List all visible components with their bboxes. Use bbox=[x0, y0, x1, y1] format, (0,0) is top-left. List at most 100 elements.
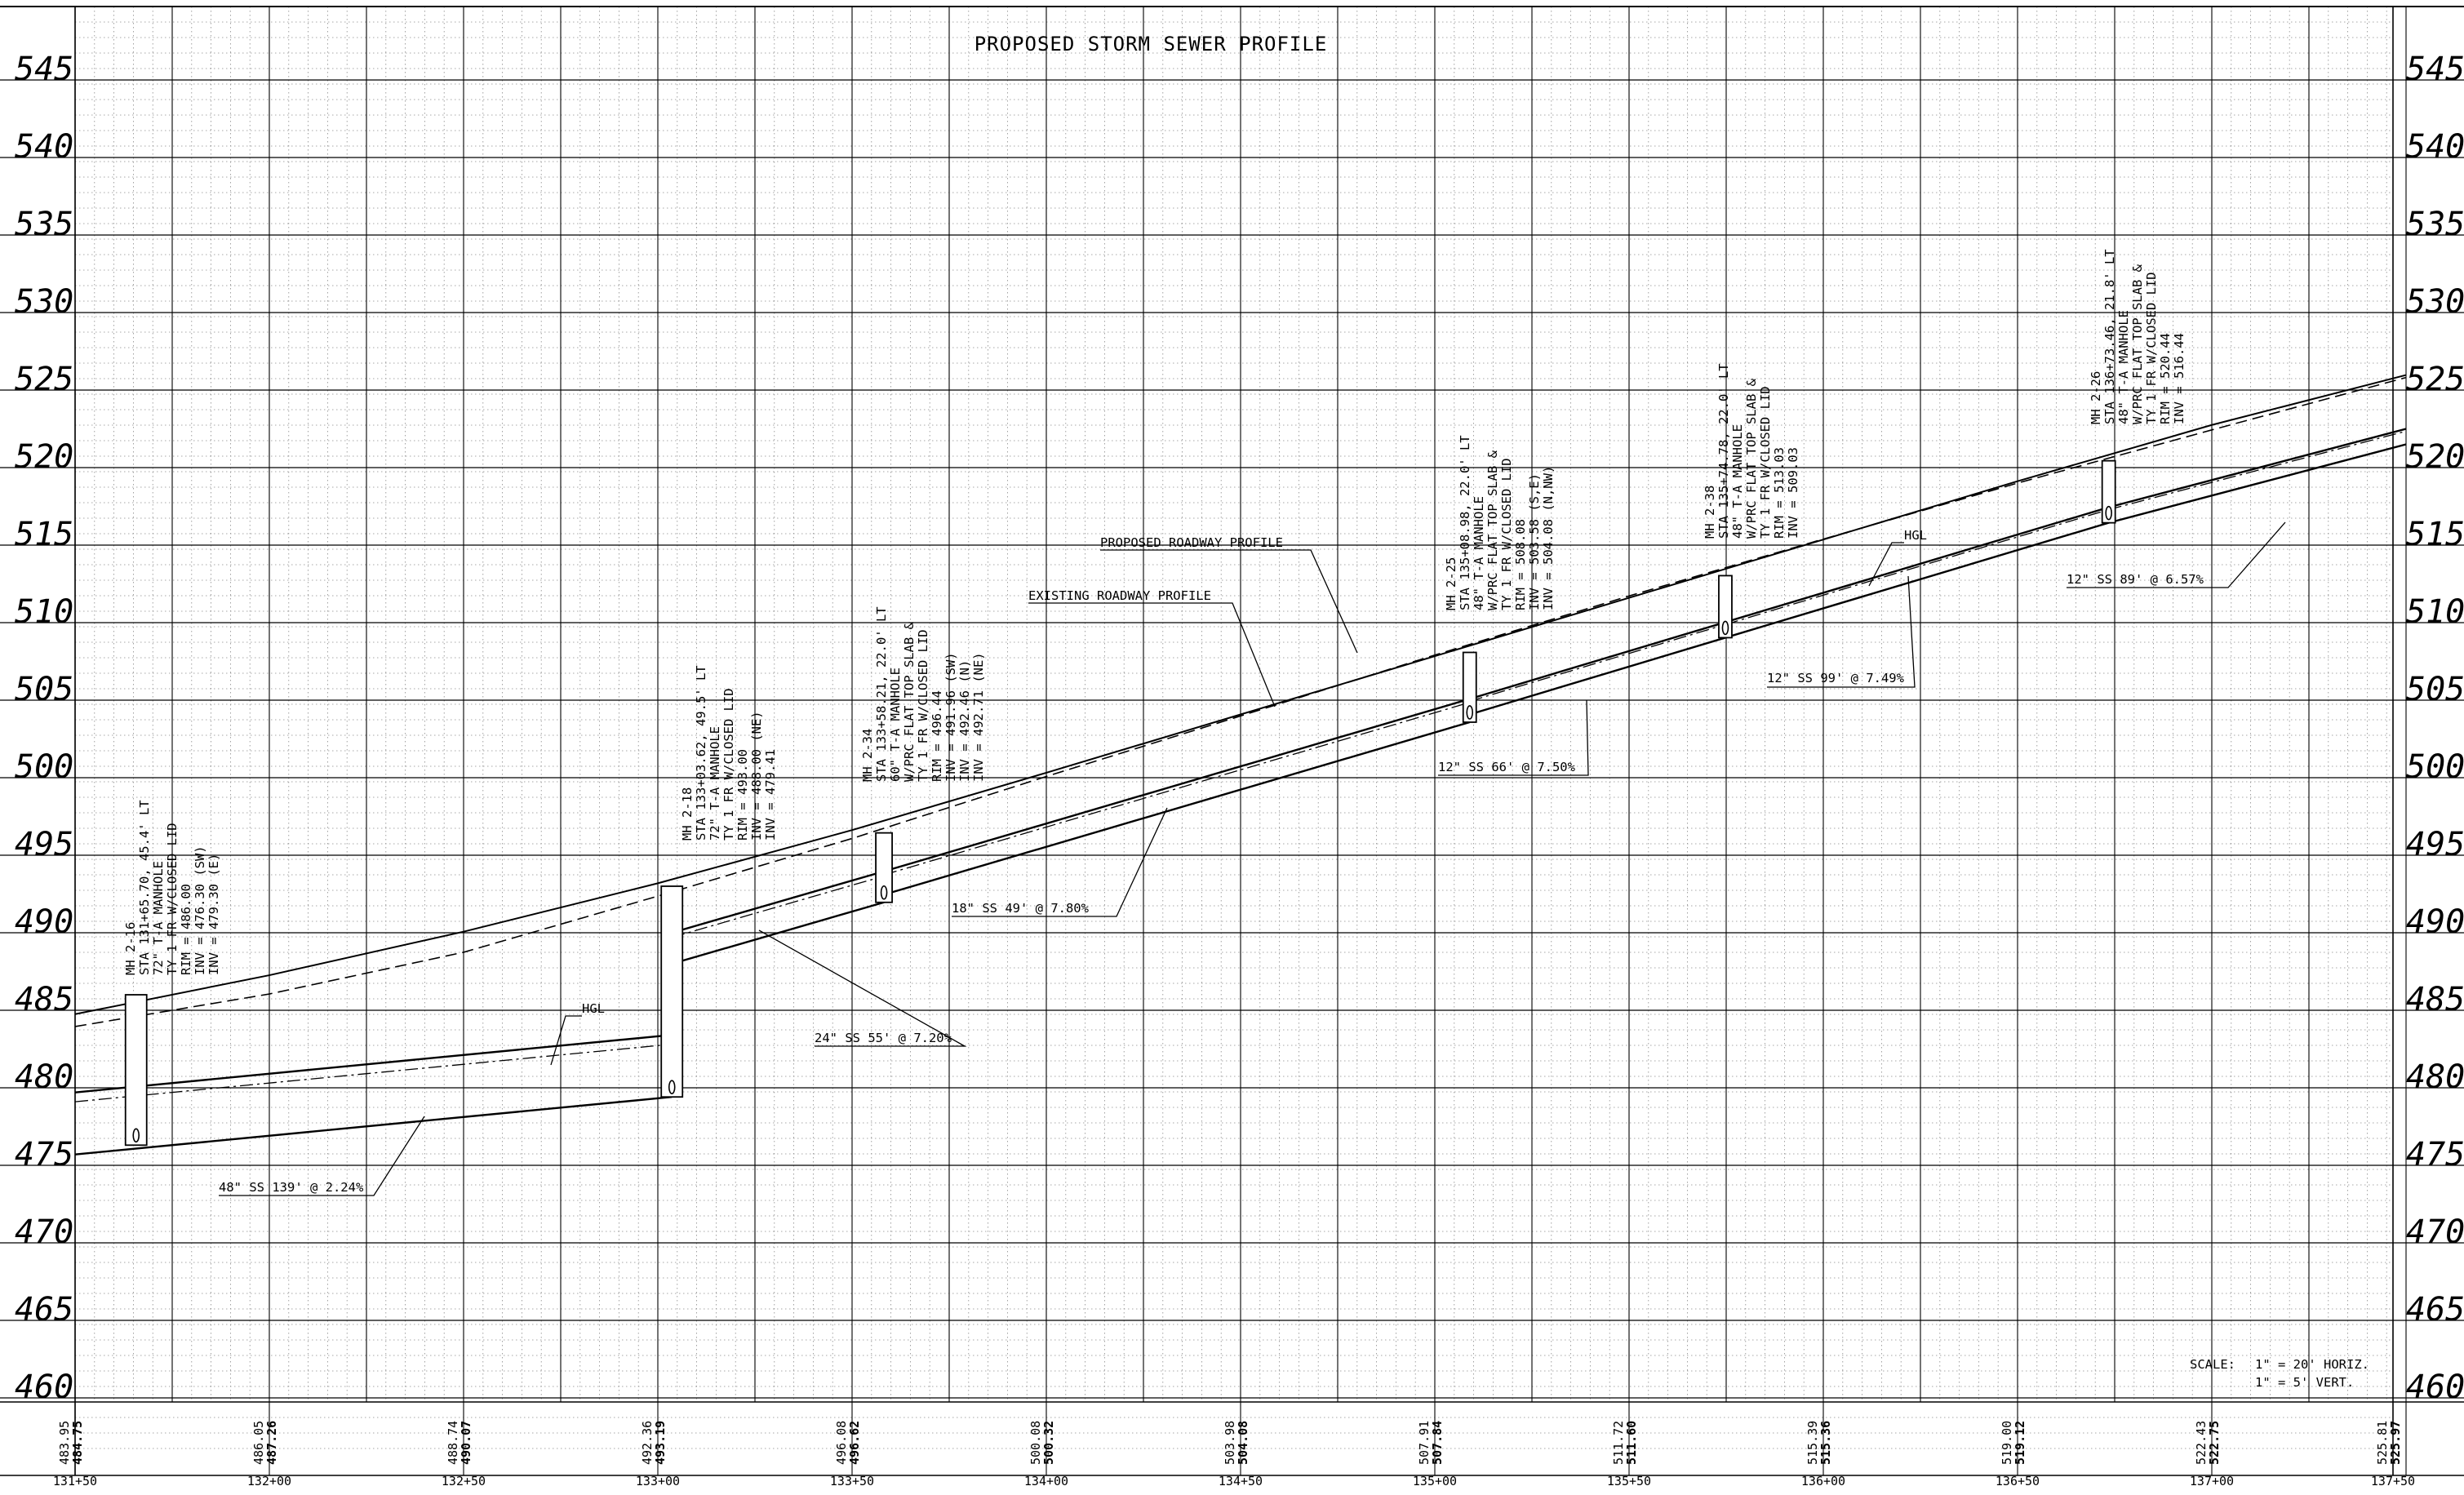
elev-label: 495 bbox=[15, 826, 73, 863]
grade-proposed: 496.62 bbox=[847, 1421, 862, 1465]
elev-label: 535 bbox=[2406, 206, 2464, 243]
grade-existing: 519.00 bbox=[2000, 1421, 2014, 1465]
elev-label: 535 bbox=[15, 206, 73, 243]
elev-label: 470 bbox=[15, 1213, 73, 1251]
elev-label: 510 bbox=[2406, 593, 2464, 631]
elev-label: 460 bbox=[15, 1369, 73, 1406]
hgl-line bbox=[2108, 430, 2407, 511]
hgl-line bbox=[1469, 623, 1726, 702]
grade-proposed: 493.19 bbox=[653, 1421, 668, 1465]
note-line: TY 1 FR W/CLOSED LID bbox=[2144, 272, 2159, 424]
callout-leader bbox=[2067, 521, 2286, 588]
major-grid bbox=[0, 6, 2464, 1476]
note-line: 72" T-A MANHOLE bbox=[151, 861, 166, 975]
callout-leader bbox=[1028, 602, 1276, 708]
elev-label: 525 bbox=[15, 361, 73, 398]
note-line: MH 2-18 bbox=[680, 787, 695, 841]
station-label: 137+00 bbox=[2190, 1474, 2234, 1488]
grade-existing: 525.81 bbox=[2375, 1421, 2390, 1465]
note-line: TY 1 FR W/CLOSED LID bbox=[916, 629, 930, 782]
note-line: RIM = 513.03 bbox=[1772, 447, 1787, 539]
note-line: MH 2-25 bbox=[1444, 557, 1458, 610]
pipe-invert-line bbox=[1725, 521, 2110, 639]
elev-label: 500 bbox=[2406, 748, 2464, 786]
hgl-label: HGL bbox=[1904, 528, 1927, 543]
grade-existing: 511.72 bbox=[1611, 1421, 1626, 1465]
elev-label: 465 bbox=[2406, 1291, 2464, 1329]
callout-leader bbox=[952, 807, 1168, 917]
station-label: 135+00 bbox=[1413, 1474, 1457, 1488]
elev-label: 505 bbox=[2406, 671, 2464, 708]
grade-existing: 522.43 bbox=[2194, 1421, 2209, 1465]
note-line: RIM = 508.08 bbox=[1513, 519, 1528, 610]
grade-proposed: 525.97 bbox=[2388, 1421, 2403, 1465]
pipe-label: 24" SS 55' @ 7.20% bbox=[815, 1031, 952, 1045]
elev-label: 525 bbox=[2406, 361, 2464, 398]
grade-proposed: 504.08 bbox=[1236, 1421, 1250, 1465]
pipe-invert-line bbox=[1469, 637, 1726, 716]
note-line: INV = 479.30 (E) bbox=[206, 854, 221, 975]
note-line: STA 131+65.70, 45.4' LT bbox=[137, 800, 152, 975]
pipe-label: 18" SS 49' @ 7.80% bbox=[952, 901, 1090, 916]
station-label: 132+50 bbox=[442, 1474, 486, 1488]
pipe-invert-line bbox=[2108, 443, 2407, 524]
note-line: INV = 516.44 bbox=[2172, 333, 2187, 424]
note-line: INV = 509.03 bbox=[1786, 447, 1800, 539]
elev-label: 490 bbox=[15, 903, 73, 941]
note-line: INV = 476.30 (SW) bbox=[193, 845, 207, 975]
pipe-crown-line bbox=[883, 698, 1471, 872]
manhole-note-mh-2-16: MH 2-16 STA 131+65.70, 45.4' LT 72" T-A … bbox=[123, 800, 221, 975]
grade-proposed: 484.75 bbox=[70, 1421, 85, 1465]
proposed-roadway-profile bbox=[74, 374, 2407, 1015]
elev-label: 495 bbox=[2406, 826, 2464, 863]
note-line: INV = 492.46 (N) bbox=[957, 660, 972, 782]
note-line: TY 1 FR W/CLOSED LID bbox=[1758, 386, 1773, 539]
existing-profile-label: EXISTING ROADWAY PROFILE bbox=[1028, 588, 1211, 603]
elevation-labels-left: 545 540 535 530 525 520 515 510 505 500 … bbox=[15, 51, 73, 1406]
callout-leader bbox=[219, 1116, 425, 1196]
note-line: MH 2-16 bbox=[123, 922, 138, 975]
elev-label: 505 bbox=[15, 671, 73, 708]
elev-label: 540 bbox=[15, 128, 73, 166]
note-line: W/PRC FLAT TOP SLAB & bbox=[2130, 264, 2145, 424]
manhole-structure bbox=[1462, 651, 1477, 723]
grade-proposed: 487.26 bbox=[264, 1421, 279, 1465]
note-line: W/PRC FLAT TOP SLAB & bbox=[1744, 378, 1759, 539]
station-label: 134+00 bbox=[1024, 1474, 1068, 1488]
note-line: TY 1 FR W/CLOSED LID bbox=[165, 823, 180, 975]
note-line: 48" T-A MANHOLE bbox=[1730, 424, 1745, 539]
elev-label: 515 bbox=[15, 516, 73, 553]
manhole-pipe-opening bbox=[2105, 505, 2112, 521]
callout-leader bbox=[1100, 549, 1358, 654]
grade-proposed: 490.07 bbox=[459, 1421, 473, 1465]
elev-label: 520 bbox=[15, 438, 73, 476]
pipe-invert-line bbox=[74, 1096, 673, 1156]
pipe-label: 12" SS 66' @ 7.50% bbox=[1438, 760, 1576, 774]
note-line: RIM = 520.44 bbox=[2158, 333, 2173, 424]
pipe-crown-line bbox=[2108, 428, 2407, 508]
manhole-pipe-opening bbox=[1466, 705, 1474, 720]
elev-label: 530 bbox=[2406, 283, 2464, 321]
note-line: STA 135+74.78, 22.0' LT bbox=[1716, 363, 1731, 539]
elev-label: 545 bbox=[2406, 51, 2464, 88]
manhole-pipe-opening bbox=[880, 885, 888, 900]
manhole-structure bbox=[2101, 459, 2116, 524]
manhole-note-mh-2-18: MH 2-18 STA 133+03.62, 49.5' LT 72" T-A … bbox=[680, 665, 778, 841]
note-line: MH 2-26 bbox=[2089, 371, 2103, 424]
grade-existing: 496.08 bbox=[834, 1421, 849, 1465]
manhole-note-mh-2-38: MH 2-38 STA 135+74.78, 22.0' LT 48" T-A … bbox=[1703, 363, 1800, 539]
note-line: TY 1 FR W/CLOSED LID bbox=[721, 688, 736, 841]
pipe-crown-line bbox=[671, 870, 885, 934]
note-line: W/PRC FLAT TOP SLAB & bbox=[1485, 450, 1500, 610]
pipe-invert-line bbox=[671, 901, 885, 965]
note-line: STA 136+73.46, 21.8' LT bbox=[2102, 249, 2117, 424]
grade-proposed: 507.84 bbox=[1430, 1421, 1445, 1465]
note-line: MH 2-34 bbox=[860, 729, 875, 782]
pipe-crown-line bbox=[1725, 506, 2110, 623]
note-line: TY 1 FR W/CLOSED LID bbox=[1499, 458, 1514, 610]
grade-proposed: 500.32 bbox=[1041, 1421, 1056, 1465]
grade-existing: 515.39 bbox=[1805, 1421, 1820, 1465]
grade-proposed: 511.60 bbox=[1624, 1421, 1639, 1465]
